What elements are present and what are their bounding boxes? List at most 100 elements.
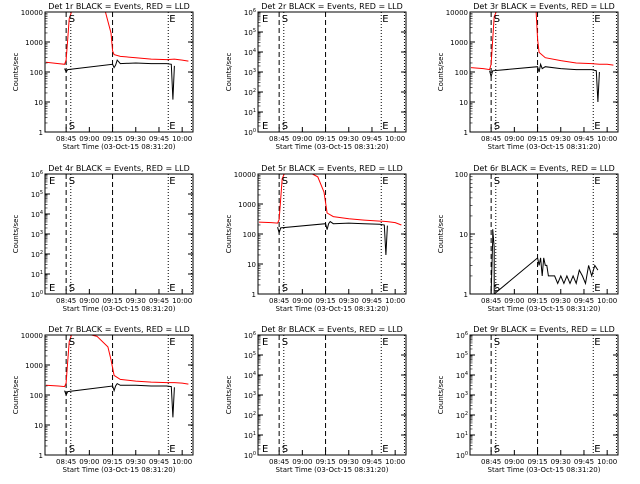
- x-axis-label: Start Time (03-Oct-15 08:31:20): [63, 143, 176, 151]
- x-tick-label: 09:00: [504, 297, 524, 305]
- y-axis-label: Counts/sec: [12, 53, 20, 92]
- x-tick-label: 08:45: [56, 297, 76, 305]
- marker-S: S: [494, 176, 500, 187]
- panel-det-4: Det 4r BLACK = Events, RED = LLD E E S S E E 10…: [12, 164, 194, 313]
- y-tick-label: 101: [456, 431, 468, 440]
- x-tick-label: 09:45: [149, 297, 169, 305]
- y-tick-label: 10: [247, 261, 256, 269]
- marker-S: S: [69, 176, 75, 187]
- y-axis-label: Counts/sec: [437, 53, 445, 92]
- lld-series-line: [258, 174, 402, 226]
- marker-E-bottom: E: [262, 444, 268, 455]
- y-axis-label: Counts/sec: [225, 53, 233, 92]
- x-tick-label: 09:15: [527, 297, 547, 305]
- y-tick-label: 102: [244, 88, 256, 97]
- x-tick-label: 09:00: [292, 297, 312, 305]
- x-axis-label: Start Time (03-Oct-15 08:31:20): [488, 305, 601, 313]
- y-tick-label: 100: [244, 128, 256, 137]
- y-tick-label: 100: [243, 231, 256, 239]
- x-tick-label: 09:00: [79, 458, 99, 466]
- y-tick-label: 1000: [450, 39, 468, 47]
- x-tick-label: 08:45: [269, 135, 289, 143]
- x-tick-label: 09:00: [79, 135, 99, 143]
- x-tick-label: 09:45: [362, 458, 382, 466]
- x-tick-label: 09:45: [149, 135, 169, 143]
- marker-S-bottom: S: [282, 283, 288, 294]
- panel-det-1: Det 1r BLACK = Events, RED = LLD S S E E 1 10 1…: [12, 2, 194, 151]
- marker-E-bottom: E: [262, 121, 268, 132]
- y-axis-label: Counts/sec: [437, 215, 445, 254]
- y-tick-label: 105: [31, 190, 43, 199]
- y-tick-label: 100: [456, 451, 468, 460]
- y-tick-label: 1000: [238, 201, 256, 209]
- x-tick-label: 09:30: [126, 135, 146, 143]
- marker-E: E: [169, 337, 175, 348]
- events-series-line: [490, 229, 599, 294]
- y-tick-label: 10: [34, 99, 43, 107]
- plot-frame: [44, 334, 194, 456]
- marker-E-bottom: E: [169, 121, 175, 132]
- y-tick-label: 100: [30, 69, 43, 77]
- events-series-line: [64, 59, 175, 100]
- x-tick-label: 10:00: [597, 135, 617, 143]
- panel-det-7: Det 7r BLACK = Events, RED = LLD S S E E 1 10 1…: [12, 325, 194, 474]
- marker-E: E: [594, 176, 600, 187]
- panel-det-6: Det 6r BLACK = Events, RED = LLD S S E E 1 10 1…: [437, 164, 619, 313]
- x-axis-label: Start Time (03-Oct-15 08:31:20): [63, 305, 176, 313]
- marker-E-bottom: E: [49, 283, 55, 294]
- panel-title: Det 1r BLACK = Events, RED = LLD: [48, 2, 190, 11]
- y-tick-label: 104: [244, 371, 256, 380]
- marker-E: E: [262, 337, 268, 348]
- y-tick-label: 104: [456, 371, 468, 380]
- y-tick-label: 1: [252, 291, 256, 299]
- x-tick-label: 09:00: [292, 135, 312, 143]
- y-tick-label: 102: [244, 411, 256, 420]
- y-tick-label: 105: [456, 351, 468, 360]
- x-tick-label: 09:45: [574, 135, 594, 143]
- panel-det-5: Det 5r BLACK = Events, RED = LLD S S E E 1 10 1…: [225, 164, 407, 313]
- panel-det-9: Det 9r BLACK = Events, RED = LLD S S E E 100 1…: [437, 325, 619, 474]
- x-tick-label: 08:45: [269, 458, 289, 466]
- y-tick-label: 103: [31, 230, 43, 239]
- marker-S-bottom: S: [69, 444, 75, 455]
- y-tick-label: 102: [31, 250, 43, 259]
- marker-E: E: [594, 337, 600, 348]
- x-tick-label: 09:15: [315, 297, 335, 305]
- marker-E-bottom: E: [169, 444, 175, 455]
- y-tick-label: 104: [31, 210, 43, 219]
- y-axis-label: Counts/sec: [225, 215, 233, 254]
- plot-frame: [257, 11, 407, 133]
- events-series-line: [277, 220, 388, 256]
- x-tick-label: 09:45: [574, 458, 594, 466]
- panel-det-8: Det 8r BLACK = Events, RED = LLD E E S S E E 10…: [225, 325, 407, 474]
- y-tick-label: 1: [464, 291, 468, 299]
- x-tick-label: 10:00: [172, 297, 192, 305]
- x-axis-label: Start Time (03-Oct-15 08:31:20): [276, 143, 389, 151]
- y-tick-label: 105: [244, 28, 256, 37]
- panel-title: Det 7r BLACK = Events, RED = LLD: [48, 325, 190, 334]
- x-tick-label: 09:30: [339, 297, 359, 305]
- y-tick-label: 106: [456, 331, 468, 340]
- x-tick-label: 09:45: [574, 297, 594, 305]
- x-tick-label: 09:15: [527, 135, 547, 143]
- x-tick-label: 10:00: [597, 458, 617, 466]
- y-tick-label: 103: [456, 391, 468, 400]
- marker-E-bottom: E: [594, 283, 600, 294]
- y-tick-label: 100: [31, 290, 43, 299]
- y-tick-label: 10000: [21, 332, 43, 340]
- panel-det-2: Det 2r BLACK = Events, RED = LLD E E S S E E 10…: [225, 2, 407, 151]
- y-tick-label: 104: [244, 48, 256, 57]
- x-tick-label: 10:00: [597, 297, 617, 305]
- x-tick-label: 10:00: [385, 458, 405, 466]
- x-tick-label: 09:30: [126, 458, 146, 466]
- panel-title: Det 4r BLACK = Events, RED = LLD: [48, 164, 190, 173]
- x-tick-label: 10:00: [385, 135, 405, 143]
- marker-S: S: [69, 14, 75, 25]
- y-tick-label: 102: [456, 411, 468, 420]
- y-axis-label: Counts/sec: [437, 376, 445, 415]
- marker-E-bottom: E: [382, 444, 388, 455]
- marker-S-bottom: S: [69, 283, 75, 294]
- plot-frame: [44, 173, 194, 295]
- y-axis-label: Counts/sec: [12, 215, 20, 254]
- x-tick-label: 08:45: [269, 297, 289, 305]
